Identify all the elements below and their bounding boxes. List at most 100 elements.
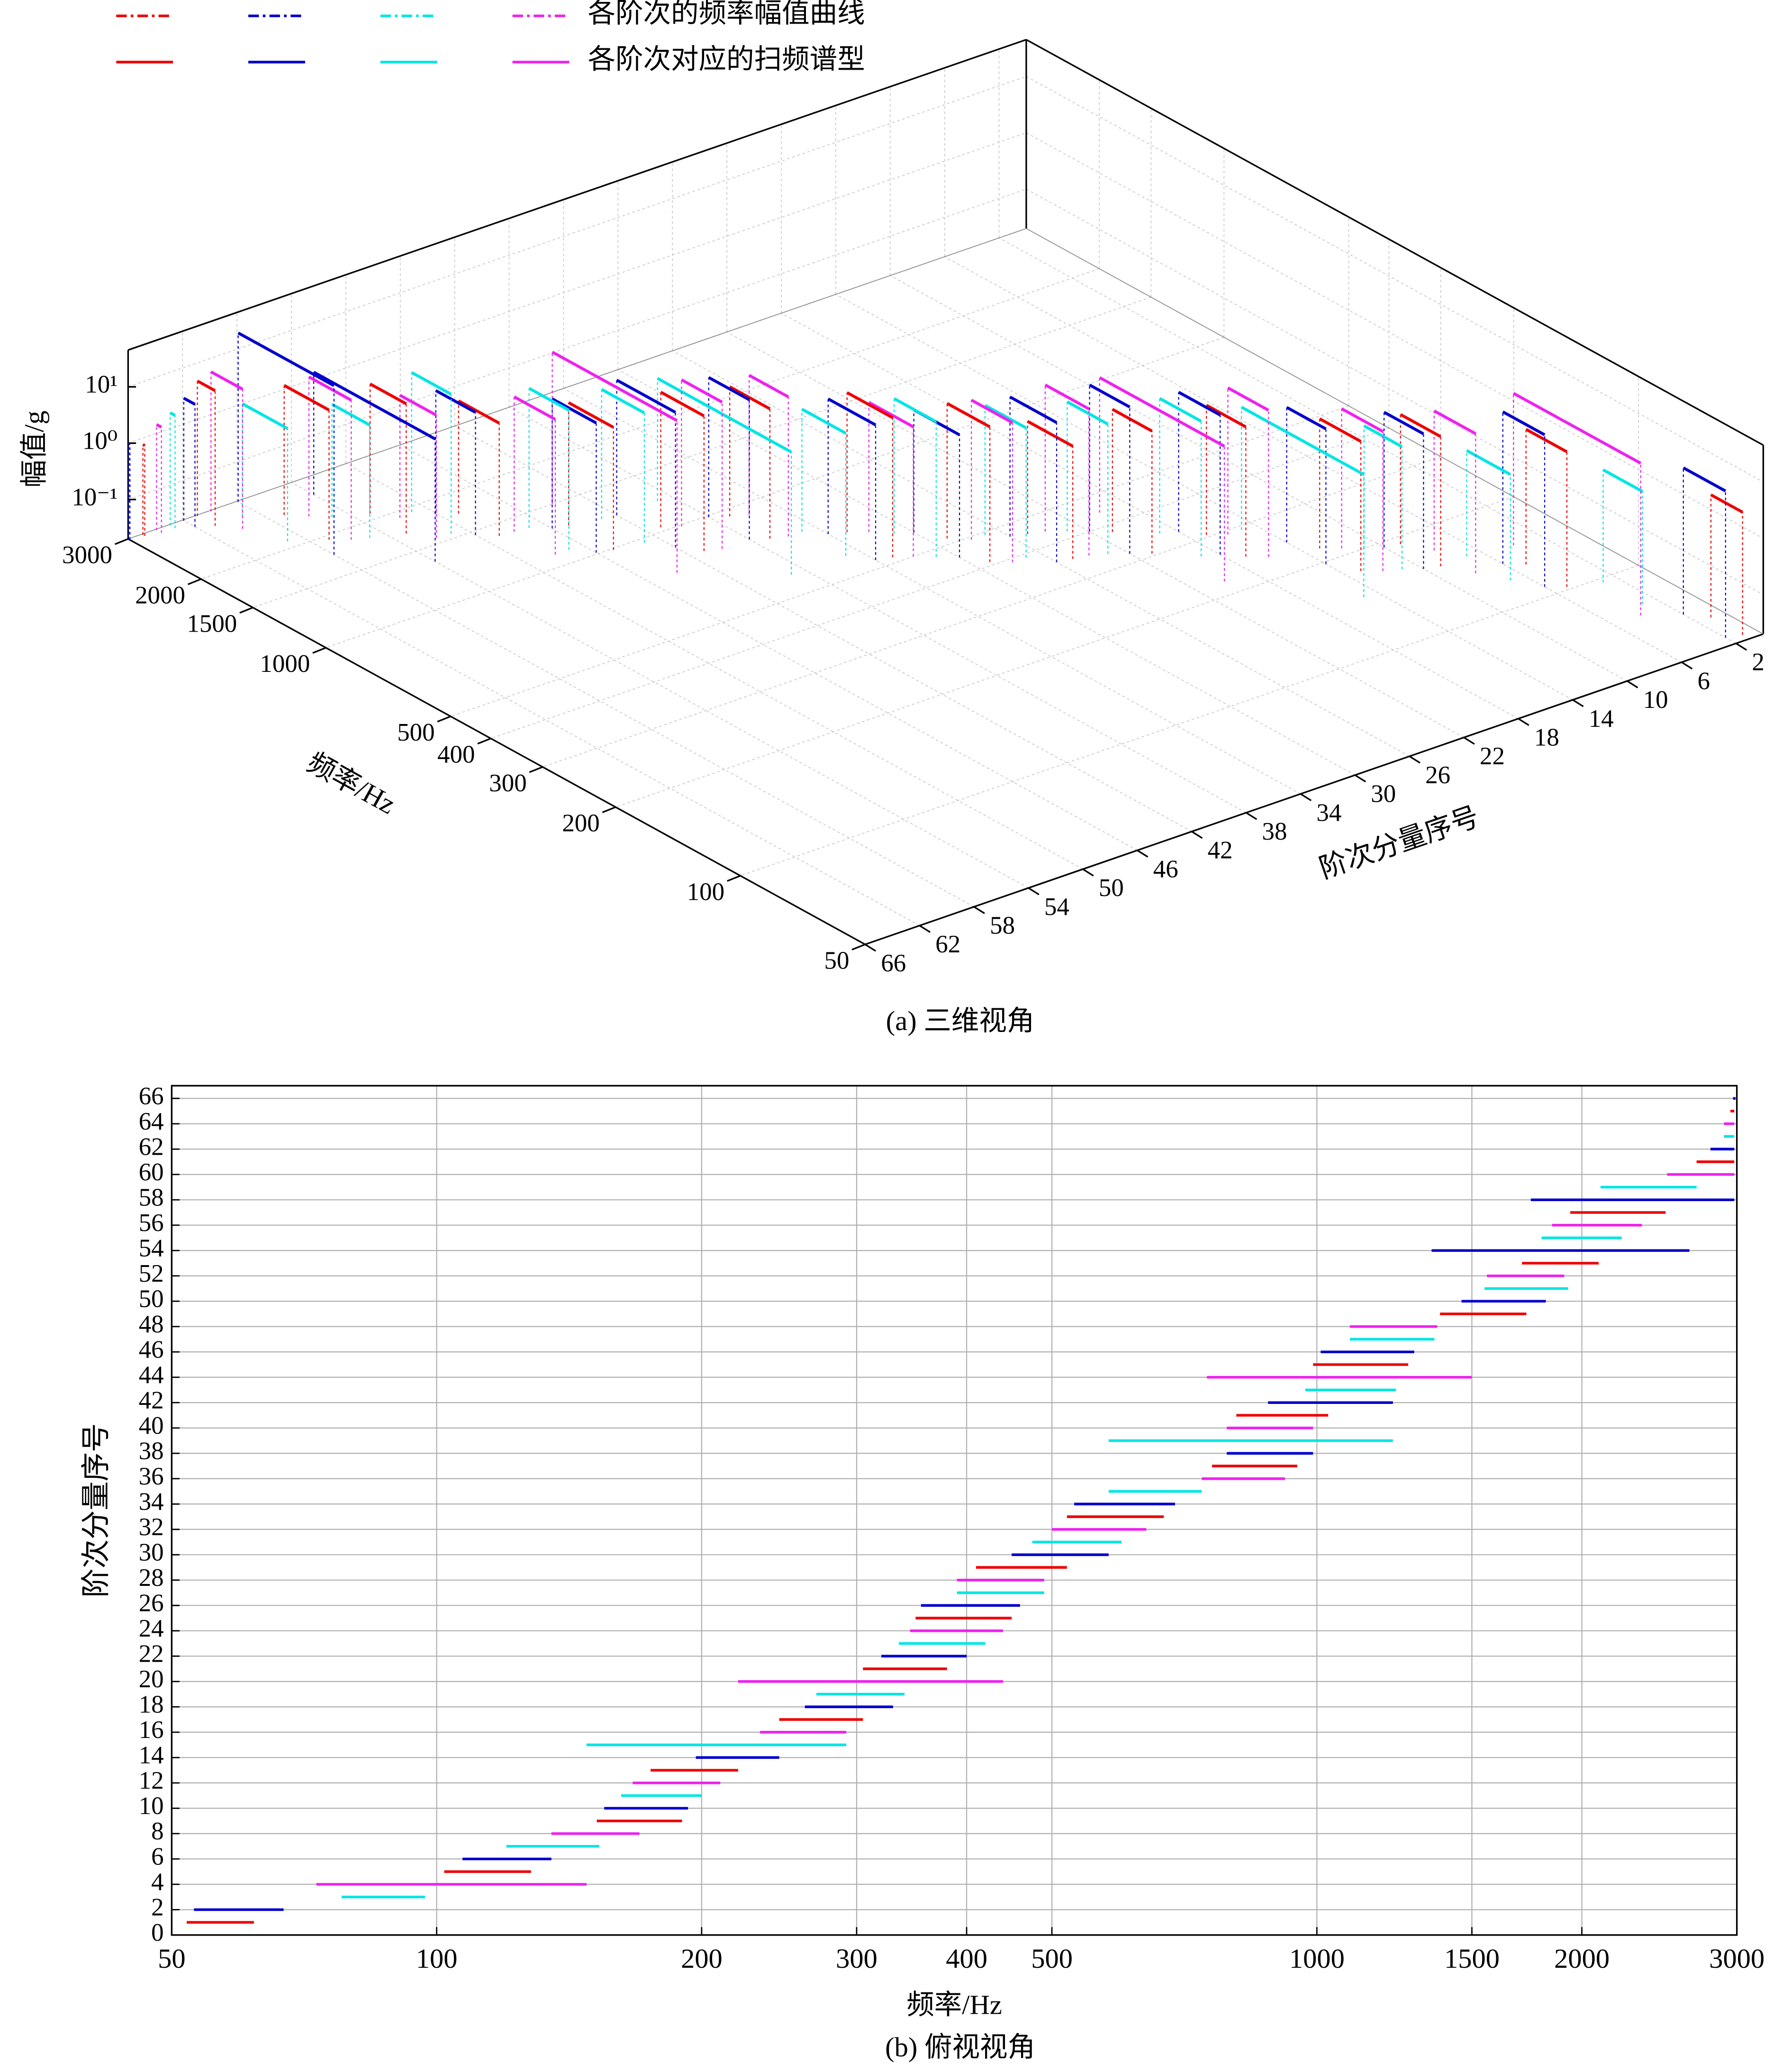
plot-area — [172, 1086, 1737, 1935]
y-tick — [1518, 718, 1529, 726]
spectrum-line — [1363, 425, 1403, 448]
z-tick-label: 10¹ — [85, 371, 118, 398]
spectrum-line — [657, 377, 792, 453]
axis-line — [127, 39, 1027, 351]
spectrum-line — [1089, 383, 1131, 408]
y-tick-label: 40 — [139, 1412, 164, 1439]
axis-line — [128, 228, 1027, 540]
x-tick-label: 1500 — [1444, 1943, 1500, 1974]
x-tick-label: 2000 — [135, 581, 185, 609]
spectrum-line — [197, 380, 216, 392]
x-tick — [529, 766, 543, 773]
spectrum-line — [183, 397, 196, 406]
spectrum-line — [1682, 466, 1727, 493]
x-tick — [187, 578, 202, 585]
y-tick-label: 44 — [139, 1361, 164, 1389]
x-tick — [727, 875, 741, 882]
spectrum-line — [1433, 409, 1476, 435]
spectrum-line — [616, 379, 677, 414]
y-tick-label: 14 — [1589, 705, 1614, 733]
spectrum-line — [369, 382, 407, 405]
y-tick-label: 28 — [139, 1564, 164, 1592]
spectrum-line — [846, 391, 894, 419]
x-tick-label: 400 — [946, 1943, 987, 1974]
floor-grid-line — [999, 237, 1737, 644]
x-tick-label: 1000 — [260, 650, 310, 678]
y-tick-label: 6 — [151, 1843, 163, 1871]
y-tick — [1137, 850, 1149, 858]
plot-frame — [171, 1085, 1738, 1936]
floor-grid-line — [672, 350, 1410, 757]
floor-grid-line — [182, 519, 920, 926]
spectrum-line — [1710, 493, 1744, 514]
floor-grid-line — [236, 501, 975, 907]
y-tick-label: 18 — [139, 1691, 164, 1718]
x-tick — [437, 715, 451, 723]
spectrum-line — [1227, 386, 1269, 412]
y-tick — [1463, 737, 1475, 745]
y-tick — [973, 906, 985, 914]
y-tick-label: 34 — [1316, 799, 1341, 826]
spectrum-line — [1044, 383, 1090, 410]
floor-grid-line — [944, 256, 1682, 663]
y-tick-label: 18 — [1534, 724, 1559, 751]
spectrum-line — [568, 401, 615, 429]
floor-grid-line — [781, 313, 1519, 719]
spectrum-line — [1178, 391, 1221, 416]
y-tick-label: 62 — [935, 931, 960, 958]
y-tick-label: 50 — [1099, 874, 1124, 902]
spectrum-line — [313, 371, 436, 441]
x-tick-label: 1500 — [187, 610, 237, 637]
z-axis-label: 幅值/g — [18, 411, 49, 488]
y-tick-label: 22 — [139, 1640, 164, 1667]
y-tick-label: 26 — [139, 1589, 164, 1617]
x-tick-label: 50 — [158, 1943, 186, 1974]
y-tick-label: 42 — [139, 1386, 164, 1414]
x-axis-label: 频率/Hz — [302, 747, 401, 820]
y-tick-label: 56 — [139, 1209, 164, 1237]
y-tick — [1627, 680, 1638, 688]
z-tick-label: 10⁰ — [82, 427, 118, 455]
spectrum-line — [1066, 400, 1109, 425]
y-tick-label: 64 — [139, 1108, 164, 1135]
wall-grid-line — [1026, 132, 1764, 539]
spectrum-line — [1383, 411, 1424, 435]
y-tick-label: 66 — [139, 1082, 164, 1110]
caption: (b) 俯视视角 — [885, 2032, 1035, 2063]
spectrum-line — [331, 403, 371, 426]
spectrum-line — [128, 442, 131, 446]
floor-grid-line — [454, 425, 1192, 832]
spectrum-line — [435, 389, 477, 414]
spectrum-line — [458, 399, 500, 425]
spectrum-line — [1009, 396, 1058, 424]
y-tick-label: 10 — [1643, 686, 1668, 714]
axis-line — [1026, 39, 1764, 446]
wall-grid-line — [1026, 189, 1764, 595]
y-tick-label: 30 — [1371, 780, 1396, 808]
floor-grid-line — [890, 275, 1628, 682]
floor-grid-line — [615, 496, 1514, 808]
spectrum-line — [970, 398, 1013, 424]
legend-label: 各阶次对应的扫频谱型 — [588, 44, 865, 74]
y-tick-label: 8 — [151, 1818, 163, 1845]
wall-grid-line — [128, 76, 1027, 388]
y-tick — [1354, 774, 1366, 783]
floor-grid-line — [835, 294, 1573, 700]
floor-grid-line — [490, 427, 1389, 739]
y-tick-label: 10 — [139, 1792, 164, 1820]
y-tick-label: 60 — [139, 1158, 164, 1186]
y-tick — [1409, 755, 1420, 764]
y-tick-label: 2 — [151, 1894, 163, 1921]
y-tick-label: 58 — [990, 912, 1015, 940]
axis-line — [127, 538, 866, 945]
y-tick-label: 38 — [1262, 818, 1287, 845]
floor-grid-line — [740, 565, 1639, 877]
spectrum-line — [601, 388, 645, 415]
y-tick — [1246, 812, 1257, 820]
y-tick-label: 42 — [1208, 837, 1233, 864]
y-tick-label: 48 — [139, 1311, 164, 1338]
spectrum-line — [513, 395, 556, 421]
y-tick — [1028, 887, 1040, 896]
spectrum-line — [1099, 376, 1225, 448]
